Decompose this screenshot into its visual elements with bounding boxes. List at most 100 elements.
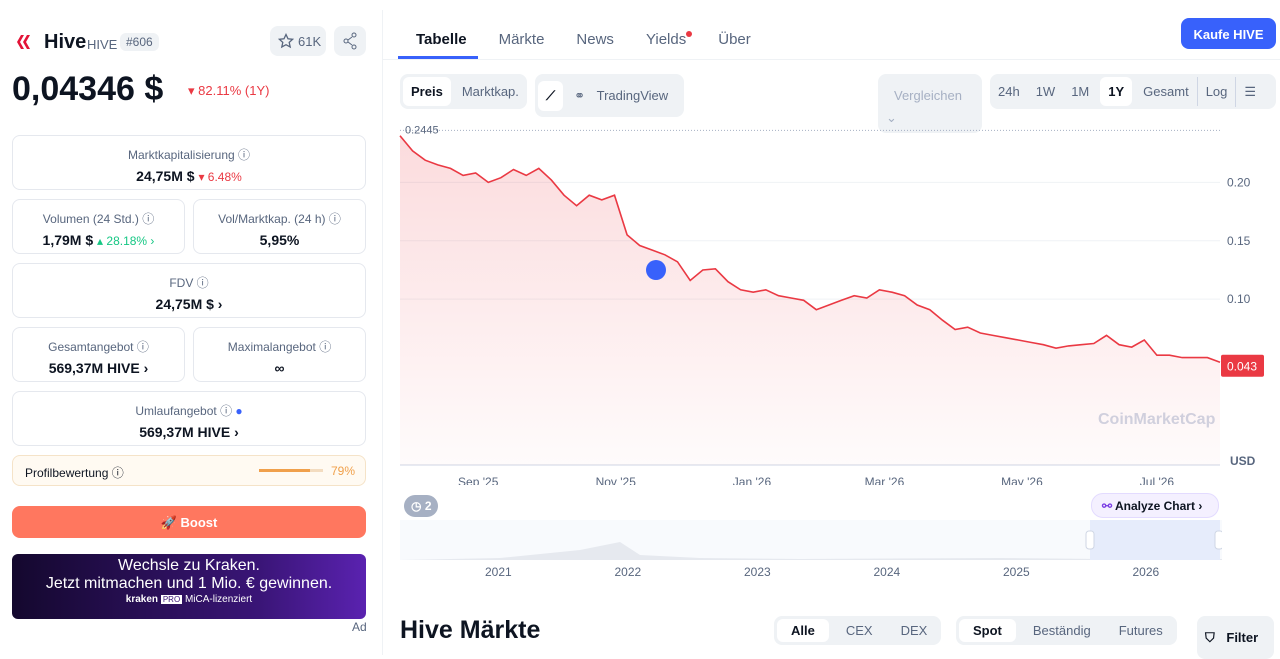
x-tick-label: May '26	[1001, 475, 1043, 485]
stat-value: 569,37M HIVE	[48, 360, 140, 376]
coin-symbol: HIVE	[87, 37, 118, 52]
mode-toggle: Preis Marktkap.	[400, 74, 527, 109]
boost-label: Boost	[180, 515, 218, 530]
stat-card: Umlaufangebot ⓘ ● 569,37M HIVE ›	[12, 391, 366, 446]
ad-brand: kraken	[125, 594, 159, 605]
high-label: 0.2445	[405, 124, 439, 136]
profile-bar	[259, 469, 310, 472]
year-label: 2022	[614, 565, 642, 579]
range-button[interactable]: 1M	[1071, 84, 1090, 99]
stat-card: Vol/Marktkap. (24 h) ⓘ 5,95%	[193, 199, 366, 254]
tab[interactable]: Über	[718, 31, 751, 48]
stat-card: FDV ⓘ 24,75M $ ›	[12, 263, 366, 318]
analyze-label: Analyze Chart	[1114, 499, 1195, 513]
market-filter[interactable]: Futures	[1118, 623, 1163, 638]
stat-card: Gesamtangebot ⓘ 569,37M HIVE ›	[12, 327, 185, 382]
stat-change-text: 6.48%	[207, 170, 242, 184]
profile-label: Profilbewertung	[25, 466, 109, 480]
tab-dot	[686, 31, 693, 37]
navigator-years: 2021 2022 2023 2024 2025 2026	[400, 565, 1222, 581]
stat-change-text: 28.18%	[106, 234, 148, 248]
ad-pro: PRO	[160, 595, 183, 604]
line-button[interactable]: ⟋	[538, 81, 564, 111]
x-tick-label: Mar '26	[865, 475, 905, 485]
stat-label: FDV	[169, 276, 194, 290]
settings-button[interactable]: ☰	[1235, 77, 1264, 107]
price-change-value: 82.11% (1Y)	[198, 83, 270, 98]
markets-title: Hive Märkte	[400, 616, 541, 644]
price-change: ▾ 82.11% (1Y)	[188, 83, 270, 98]
stat-value: ∞	[274, 360, 285, 376]
stat-value: 5,95%	[259, 232, 300, 248]
x-tick-label: Jul '26	[1140, 475, 1175, 485]
stat-label: Volumen (24 Std.)	[42, 212, 139, 226]
x-tick-label: Nov '25	[596, 475, 637, 485]
range-button[interactable]: Gesamt	[1143, 84, 1189, 99]
year-label: 2025	[1003, 565, 1030, 579]
stat-card: Maximalangebot ⓘ ∞	[193, 327, 366, 382]
range-button[interactable]: 1Y	[1100, 77, 1133, 106]
ad-banner[interactable]: Wechsle zu Kraken. Jetzt mitmachen und 1…	[12, 554, 366, 619]
compare-dropdown[interactable]: Vergleichen ⌄	[878, 74, 982, 133]
stat-change: ▴ 28.18% ›	[97, 234, 155, 248]
stat-card: Marktkapitalisierung ⓘ 24,75M $ ▾ 6.48%	[12, 135, 366, 190]
stat-change: ▾ 6.48%	[198, 170, 242, 184]
stat-label: Marktkapitalisierung ⓘ	[127, 148, 251, 162]
profile-score[interactable]: Profilbewertung ⓘ 79%	[12, 455, 366, 486]
range-toggle: 24h 1W 1M 1Y Gesamt Log ☰	[990, 74, 1276, 109]
stat-value: 24,75M $ ▾ 6.48%	[13, 168, 365, 184]
year-label: 2023	[744, 565, 771, 579]
year-label: 2021	[485, 565, 512, 579]
market-filter[interactable]: DEX	[900, 623, 928, 638]
last-price-label: 0.043	[1227, 360, 1257, 374]
events-badge[interactable]: ◷ 2	[404, 495, 438, 517]
coin-name: Hive	[44, 31, 87, 53]
mode-button[interactable]: Preis	[403, 77, 451, 106]
tv-label: TradingView	[596, 88, 669, 103]
stat-label: Gesamtangebot	[48, 340, 134, 354]
events-count: 2	[424, 499, 432, 513]
stat-value: 569,37M HIVE	[139, 424, 231, 440]
watchlist-button[interactable]: 61K	[270, 26, 326, 56]
compare-label: Vergleichen	[894, 88, 962, 103]
filter-button[interactable]: ⛉ Filter	[1197, 616, 1275, 659]
stat-label: Vol/Marktkap. (24 h)	[218, 212, 326, 226]
market-filter[interactable]: CEX	[845, 623, 873, 638]
range-button[interactable]: 24h	[998, 84, 1020, 99]
tab[interactable]: News	[576, 31, 614, 48]
analyze-button[interactable]: ⚯ Analyze Chart ›	[1091, 493, 1219, 518]
stat-value: 1,79M $	[42, 232, 94, 248]
boost-button[interactable]: 🚀 Boost	[12, 506, 366, 538]
tab[interactable]: Tabelle	[416, 31, 467, 48]
market-filter[interactable]: Beständig	[1032, 623, 1091, 638]
x-tick-label: Sep '25	[458, 475, 499, 485]
logo	[14, 32, 34, 52]
share-button[interactable]	[334, 26, 366, 56]
mode-button[interactable]: Marktkap.	[461, 84, 519, 99]
tv-button[interactable]: ⚭ TradingView	[566, 74, 684, 117]
tab-bar: Tabelle Märkte News Yields Über	[400, 31, 767, 48]
log-button[interactable]: Log	[1196, 77, 1236, 106]
x-tick-label: Jan '26	[733, 475, 772, 485]
tab[interactable]: Märkte	[498, 31, 545, 48]
event-flag	[646, 260, 666, 280]
market-filter[interactable]: Spot	[959, 619, 1016, 642]
ad-tag: Ad	[352, 620, 367, 634]
market-filter[interactable]: Alle	[777, 619, 829, 642]
stat-value: 24,75M $	[155, 296, 214, 312]
chart-toggle: ⟋ ⚭ TradingView	[535, 74, 685, 117]
navigator	[400, 520, 1222, 560]
range-button[interactable]: 1W	[1035, 84, 1056, 99]
market-type-toggle: Alle CEX DEX	[774, 616, 942, 645]
currency-label: USD	[1230, 454, 1256, 468]
watchlist-count: 61K	[298, 34, 322, 49]
market-kind-toggle: Spot Beständig Futures	[956, 616, 1177, 645]
buy-button[interactable]: Kaufe HIVE	[1181, 18, 1276, 49]
stat-card: Volumen (24 Std.) ⓘ 1,79M $ ▴ 28.18% ›	[12, 199, 185, 254]
ad-line: Wechsle zu Kraken.	[118, 557, 260, 574]
area	[400, 135, 1220, 465]
tab[interactable]: Yields	[630, 31, 702, 48]
tab-underline	[398, 56, 478, 59]
year-label: 2024	[873, 565, 901, 579]
